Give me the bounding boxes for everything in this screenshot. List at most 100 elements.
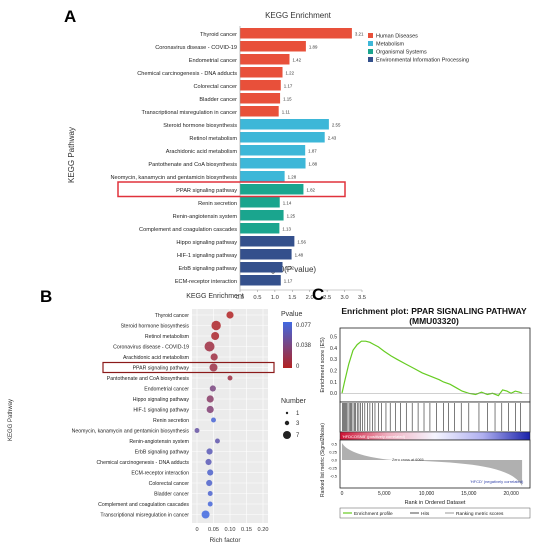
- value-label-2: 1.42: [292, 58, 301, 63]
- panel-b-bubble-chart: B KEGG Enrichment KEGG Pathway Rich fact…: [8, 287, 312, 544]
- bar-5: [240, 93, 281, 104]
- category-label-17: HIF-1 signaling pathway: [177, 253, 237, 259]
- category-label-13: ErbB signaling pathway: [135, 450, 190, 456]
- category-label-8: Retinol metabolism: [189, 136, 237, 142]
- hits-frame: [339, 401, 531, 433]
- point-14: [205, 458, 212, 466]
- category-label-9: Arachidonic acid metabolism: [166, 149, 238, 155]
- category-label-9: HIF-1 signaling pathway: [133, 408, 189, 414]
- category-label-3: Chemical carcinogenesis - DNA adducts: [137, 71, 237, 77]
- value-label-1: 1.89: [309, 45, 318, 50]
- value-label-10: 1.88: [309, 162, 318, 167]
- category-label-6: Pantothenate and CoA biosynthesis: [107, 376, 190, 382]
- point-19: [201, 510, 210, 519]
- ranked-metric-y-ticks: 0.5 0.25 0.0 -0.25 -0.5: [328, 442, 338, 479]
- value-label-0: 3.21: [355, 32, 364, 37]
- category-label-1: Steroid hormone biosynthesis: [121, 324, 190, 330]
- panel-b-y-axis-label: KEGG Pathway: [8, 399, 14, 441]
- category-label-11: Neomycin, kanamycin and gentamicin biosy…: [72, 429, 190, 435]
- panel-b-category-labels: Thyroid cancer Steroid hormone biosynthes…: [72, 313, 190, 519]
- pvalue-tick-high: 0.077: [296, 323, 312, 329]
- value-label-9: 1.87: [308, 149, 317, 154]
- point-10: [211, 417, 216, 423]
- value-label-12: 1.82: [306, 188, 315, 193]
- bar-16: [240, 236, 295, 247]
- category-label-17: Bladder cancer: [154, 492, 189, 498]
- hits-barcode: [342, 403, 521, 431]
- bar-7: [240, 119, 329, 130]
- gsea-legend-box: [339, 507, 531, 519]
- bar-0: [240, 28, 352, 39]
- legend-label-3: Environmental Information Processing: [376, 58, 469, 64]
- panel-c-title: Enrichment plot: PPAR SIGNALING PATHWAY: [341, 306, 527, 316]
- category-label-2: Retinol metabolism: [145, 334, 189, 340]
- legend-enrichment-profile: Enrichment profile: [354, 511, 393, 517]
- es-plot-frame: [339, 327, 531, 403]
- rank-x-tick-1: 5,000: [378, 491, 391, 497]
- x-tick-label-2: 0.10: [225, 527, 236, 533]
- category-label-0: Thyroid cancer: [200, 32, 237, 38]
- category-label-13: Renin secretion: [198, 201, 237, 207]
- panel-a-x-axis: 0.0 0.5 1.0 1.5 2.0 2.5 3.0 3.5: [236, 26, 366, 301]
- category-label-16: Hippo signaling pathway: [176, 240, 237, 246]
- rank-x-ticks: 0 5,000 10,000 15,000 20,000: [341, 491, 519, 497]
- rank-x-tick-2: 10,000: [419, 491, 435, 497]
- panel-a-label: A: [64, 7, 76, 26]
- legend-label-2: Organismal Systems: [376, 50, 427, 56]
- panel-a-y-axis-label: KEGG Pathway: [67, 127, 76, 183]
- point-17: [207, 491, 213, 496]
- point-13: [206, 448, 213, 455]
- number-legend-label-7: 7: [296, 433, 300, 439]
- legend-label-1: Metabolism: [376, 42, 405, 48]
- category-label-16: Colorectal cancer: [149, 481, 190, 487]
- bar-9: [240, 145, 306, 156]
- bar-8: [240, 132, 325, 143]
- category-label-18: ErbB signaling pathway: [179, 266, 238, 272]
- category-label-1: Coronavirus disease - COVID-19: [155, 45, 237, 51]
- point-5: [209, 363, 218, 372]
- x-tick-label-1: 0.5: [253, 295, 261, 301]
- ranked-metric-area: [342, 443, 523, 486]
- rank-x-tick-0: 0: [341, 491, 344, 497]
- x-tick-label-0: 0.0: [236, 295, 244, 301]
- pvalue-colorbar: [283, 322, 292, 368]
- x-tick-label-7: 3.5: [358, 295, 366, 301]
- point-9: [206, 405, 214, 414]
- panel-c-subtitle: (MMU03320): [409, 316, 459, 326]
- category-label-12: Renin-angiotensin system: [129, 439, 189, 445]
- pvalue-tick-mid: 0.038: [296, 343, 312, 349]
- number-legend-label-3: 3: [296, 421, 300, 427]
- bar-19: [240, 275, 281, 286]
- value-label-15: 1.13: [282, 227, 291, 232]
- category-label-0: Thyroid cancer: [155, 313, 190, 319]
- legend-ranking-metric: Ranking metric scores: [456, 511, 504, 517]
- x-tick-label-3: 0.15: [241, 527, 252, 533]
- panel-b-highlight-box: [102, 361, 275, 374]
- category-label-15: ECM-receptor interaction: [131, 471, 189, 477]
- category-label-15: Complement and coagulation cascades: [139, 227, 237, 233]
- category-label-5: Bladder cancer: [199, 97, 237, 103]
- x-tick-label-6: 3.0: [341, 295, 349, 301]
- value-label-18: 1.22: [286, 266, 295, 271]
- category-label-5: PPAR signaling pathway: [133, 366, 190, 372]
- panel-b-label: B: [40, 287, 52, 306]
- es-y-tick-2: 0.3: [330, 357, 337, 363]
- value-label-6: 1.11: [282, 110, 291, 115]
- point-7: [209, 385, 216, 392]
- value-label-11: 1.28: [288, 175, 297, 180]
- legend-swatch-1: [368, 41, 373, 46]
- category-label-7: Steroid hormone biosynthesis: [163, 123, 237, 129]
- category-label-8: Hippo signaling pathway: [133, 397, 190, 403]
- category-label-19: Transcriptional misregulation in cancer: [100, 513, 189, 519]
- metric-y-tick-1: 0.25: [329, 450, 338, 455]
- value-label-17: 1.48: [295, 253, 304, 258]
- bar-6: [240, 106, 279, 117]
- number-legend-title: Number: [281, 398, 307, 405]
- legend-swatch-2: [368, 49, 373, 54]
- category-label-18: Complement and coagulation cascades: [98, 502, 189, 508]
- point-18: [207, 501, 213, 507]
- category-label-7: Endometrial cancer: [144, 387, 189, 393]
- legend-label-0: Human Diseases: [376, 34, 418, 40]
- metric-y-tick-2: 0.0: [331, 458, 337, 463]
- negative-correlation-label: 'HFCD' (negatively correlated): [470, 479, 524, 484]
